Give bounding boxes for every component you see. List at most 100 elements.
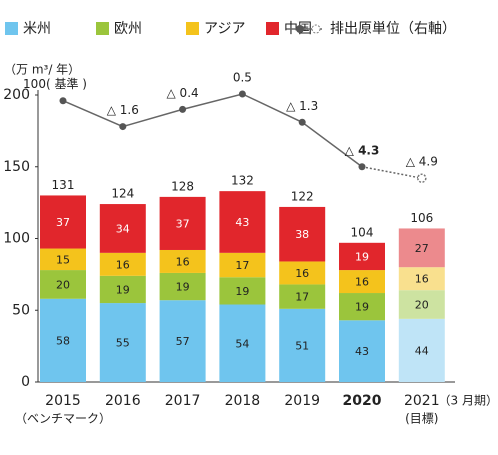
- segment-label: 43: [355, 345, 369, 358]
- bar-segment: [219, 252, 266, 278]
- total-label: 131: [52, 178, 75, 192]
- bar-segment: [339, 320, 385, 382]
- bar-segment: [99, 275, 146, 304]
- bar-segment: [339, 270, 385, 294]
- bar-segment: [279, 308, 326, 382]
- index-label: 0.5: [233, 70, 252, 84]
- bar-segment: [398, 267, 445, 291]
- segment-label: 15: [56, 253, 70, 266]
- index-label: △ 1.6: [107, 103, 139, 117]
- index-line: [62, 93, 363, 168]
- index-label: △ 1.3: [286, 99, 318, 113]
- bar-segment: [99, 252, 146, 276]
- bar-segment: [279, 284, 326, 309]
- x-tick-label: 2015: [45, 393, 81, 409]
- bar-segment: [40, 195, 86, 249]
- bar-segment: [219, 304, 266, 382]
- segment-label: 19: [235, 285, 249, 298]
- segment-label: 16: [295, 267, 309, 280]
- index-label: 100( 基準 ): [23, 76, 87, 91]
- segment-label: 38: [295, 228, 309, 241]
- bar-segment: [398, 228, 445, 268]
- y-tick-label: 150: [3, 159, 30, 175]
- bar-segment: [40, 298, 86, 382]
- total-label: 128: [171, 179, 194, 193]
- index-marker: [358, 163, 366, 171]
- index-marker: [298, 118, 306, 126]
- x-tick-note: (目標): [405, 412, 438, 426]
- index-marker: [59, 97, 67, 105]
- x-tick-label: 2016: [105, 393, 141, 409]
- total-label: 122: [291, 189, 314, 203]
- segment-label: 27: [415, 242, 429, 255]
- y-axis-unit: （万 m³/ 年）: [4, 63, 80, 77]
- index-label: △ 4.3: [345, 143, 380, 157]
- legend-swatch: [186, 22, 199, 35]
- total-label: 106: [410, 211, 433, 225]
- legend-label: アジア: [204, 21, 245, 37]
- x-axis-unit: （3 月期）: [439, 394, 498, 408]
- segment-label: 37: [56, 216, 70, 229]
- y-tick-label: 50: [12, 302, 30, 318]
- legend-swatch: [96, 22, 109, 35]
- x-tick-note: （ベンチマーク）: [15, 412, 111, 426]
- x-tick-label: 2021: [404, 393, 440, 409]
- segment-label: 16: [176, 255, 190, 268]
- bar-segment: [219, 191, 266, 253]
- segment-label: 20: [56, 278, 70, 291]
- legend-swatch: [5, 22, 18, 35]
- segment-label: 19: [176, 281, 190, 294]
- bar-segment: [279, 261, 326, 285]
- segment-label: 16: [415, 273, 429, 286]
- total-label: 124: [111, 187, 134, 201]
- bar-segment: [398, 318, 445, 382]
- index-marker: [238, 90, 246, 98]
- segment-label: 37: [176, 217, 190, 230]
- bar-segment: [159, 272, 206, 301]
- bar-segment: [99, 204, 146, 253]
- segment-label: 16: [116, 258, 130, 271]
- y-tick-label: 100: [3, 231, 30, 247]
- legend-label: 排出原単位（右軸）: [330, 21, 456, 37]
- segment-label: 54: [235, 337, 249, 350]
- legend-marker: [311, 24, 321, 34]
- bar-segment: [279, 206, 326, 262]
- index-label: △ 0.4: [167, 86, 199, 100]
- legend-label: 欧州: [114, 21, 142, 37]
- bar-segment: [159, 249, 206, 273]
- legend-marker: [296, 25, 304, 33]
- bar-segment: [159, 196, 206, 250]
- bar-segment: [40, 270, 86, 299]
- segment-label: 16: [355, 276, 369, 289]
- bar-segment: [40, 248, 86, 271]
- bar-segment: [339, 293, 385, 321]
- segment-label: 44: [415, 344, 429, 357]
- total-label: 104: [351, 225, 374, 239]
- segment-label: 19: [116, 283, 130, 296]
- segment-label: 34: [116, 222, 130, 235]
- bar-segment: [339, 242, 385, 271]
- segment-label: 58: [56, 334, 70, 347]
- x-tick-label: 2017: [165, 393, 201, 409]
- y-tick-label: 200: [3, 87, 30, 103]
- segment-label: 55: [116, 337, 130, 350]
- segment-label: 19: [355, 301, 369, 314]
- index-label: △ 4.9: [406, 155, 438, 169]
- index-marker: [417, 173, 427, 183]
- segment-label: 17: [295, 291, 309, 304]
- index-marker: [179, 105, 187, 113]
- y-tick-label: 0: [21, 374, 30, 390]
- bar-segment: [99, 303, 146, 382]
- segment-label: 43: [235, 216, 249, 229]
- legend-swatch: [266, 22, 279, 35]
- legend-label: 米州: [23, 21, 51, 37]
- x-tick-label: 2020: [343, 393, 382, 409]
- segment-label: 57: [176, 335, 190, 348]
- bar-segment: [219, 277, 266, 305]
- total-label: 132: [231, 174, 254, 188]
- segment-label: 17: [235, 259, 249, 272]
- bar-segment: [159, 300, 206, 382]
- segment-label: 19: [355, 250, 369, 263]
